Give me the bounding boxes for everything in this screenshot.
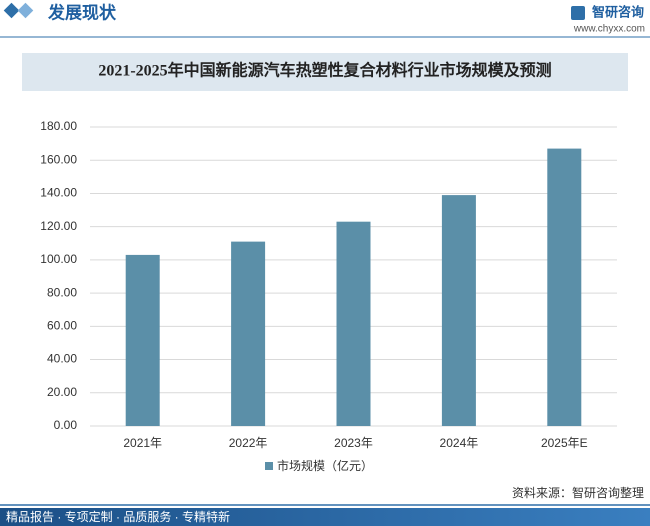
legend-label: 市场规模（亿元） [277, 458, 373, 473]
bar [441, 195, 476, 426]
y-tick-label: 0.00 [54, 418, 78, 432]
x-tick-label: 2023年 [334, 436, 373, 450]
y-tick-label: 20.00 [47, 385, 77, 399]
brand-name: 智研咨询 [592, 4, 644, 19]
header: 发展现状 智研咨询 www.chyxx.com [0, 2, 650, 38]
header-icon [17, 2, 34, 19]
bar [125, 254, 160, 426]
bar [336, 221, 371, 426]
plot-area: 0.00 20.00 40.00 60.00 80.00 100.00 120.00 140.… [40, 119, 617, 473]
header-title: 发展现状 [47, 2, 117, 22]
y-tick-label: 80.00 [47, 285, 77, 299]
y-tick-label: 160.00 [40, 152, 77, 166]
x-tick-label: 2022年 [229, 436, 268, 450]
footer-slogan: 精品报告 · 专项定制 · 品质服务 · 专精特新 [6, 509, 230, 524]
y-tick-label: 120.00 [40, 219, 77, 233]
x-tick-label: 2025年E [541, 436, 588, 450]
legend-swatch [265, 462, 273, 470]
chart-title: 2021-2025年中国新能源汽车热塑性复合材料行业市场规模及预测 [98, 61, 551, 80]
bar [547, 148, 582, 426]
y-tick-label: 60.00 [47, 319, 77, 333]
source-note: 资料来源：智研咨询整理 [512, 485, 644, 500]
x-tick-label: 2024年 [440, 436, 479, 450]
y-tick-label: 100.00 [40, 252, 77, 266]
y-tick-label: 180.00 [40, 119, 77, 133]
footer-bar [0, 508, 650, 526]
title-band [22, 53, 628, 91]
y-tick-label: 40.00 [47, 352, 77, 366]
bar [231, 241, 266, 426]
header-icon [3, 2, 20, 19]
brand-logo [571, 6, 585, 20]
brand-url: www.chyxx.com [573, 24, 645, 35]
y-tick-label: 140.00 [40, 186, 77, 200]
x-tick-label: 2021年 [123, 436, 162, 450]
